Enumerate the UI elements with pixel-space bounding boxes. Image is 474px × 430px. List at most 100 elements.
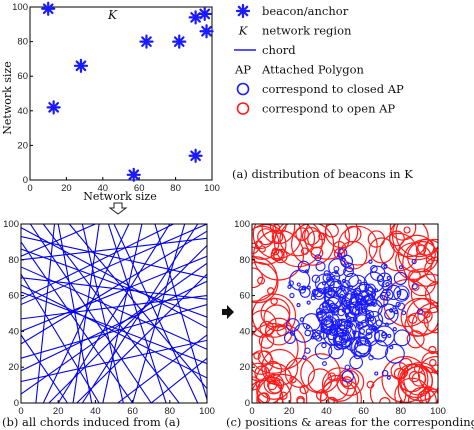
- closed-ap-circle: [331, 275, 336, 281]
- panel-c-ticks: 0 20 40 60 80 100 0 20 40 60 80 100: [234, 219, 446, 417]
- closed-ap-circle: [411, 258, 417, 265]
- open-ap-circle: [299, 384, 309, 395]
- closed-ap-circle: [401, 310, 407, 316]
- open-ap-circle: [295, 227, 309, 241]
- open-ap-circle: [319, 379, 359, 403]
- closed-ap-circle: [316, 329, 321, 335]
- closed-ap-circle: [306, 300, 311, 305]
- x-tick-label: 80: [170, 183, 181, 194]
- open-ap-circle: [339, 369, 360, 390]
- closed-ap-circle: [357, 324, 380, 347]
- open-ap-circle: [257, 276, 266, 285]
- open-ap-circle: [271, 231, 284, 243]
- panel-a-region-label: K: [107, 8, 118, 22]
- closed-ap-circle: [334, 319, 343, 327]
- legend-circle-symbol: [236, 102, 250, 115]
- panel-b-chords: 0 20 40 60 80 100 0 20 40 60 80 100: [3, 219, 215, 417]
- chord-line: [48, 245, 207, 403]
- closed-ap-circle: [351, 336, 372, 358]
- closed-ap-circle: [358, 319, 375, 336]
- closed-ap-circle: [371, 325, 378, 332]
- open-ap-circle: [257, 228, 275, 246]
- closed-ap-circle: [311, 333, 317, 338]
- y-tick-label: 80: [239, 255, 250, 266]
- closed-ap-circle: [341, 370, 354, 383]
- y-tick-label: 40: [17, 106, 28, 117]
- open-ap-circle: [336, 368, 365, 397]
- open-ap-circle: [255, 362, 293, 400]
- closed-ap-circle: [333, 265, 340, 272]
- closed-ap-circle: [354, 283, 376, 306]
- closed-ap-circle: [397, 302, 406, 311]
- open-ap-circle: [428, 345, 437, 355]
- chord-line: [21, 295, 207, 320]
- legend-label: beacon/anchor: [262, 4, 349, 18]
- open-ap-circle: [266, 380, 278, 391]
- closed-ap-circle: [393, 271, 407, 286]
- chord-line: [68, 224, 207, 390]
- closed-ap-circle: [417, 308, 424, 315]
- closed-ap-circle: [323, 289, 340, 306]
- chord-line: [21, 273, 100, 403]
- closed-ap-circle: [387, 333, 392, 338]
- closed-ap-circle: [393, 309, 399, 315]
- open-ap-circle: [310, 246, 324, 260]
- open-ap-circle: [368, 237, 395, 264]
- closed-ap-circle: [373, 325, 395, 347]
- panel-c-ap-circles: [252, 224, 438, 403]
- closed-ap-circle: [376, 294, 389, 308]
- closed-ap-circle: [349, 355, 364, 370]
- open-ap-circle: [270, 297, 278, 305]
- x-tick-label: 0: [27, 183, 32, 194]
- closed-ap-circle: [325, 296, 341, 313]
- x-tick-label: 0: [249, 406, 254, 417]
- open-ap-circle: [403, 226, 411, 234]
- open-ap-circle: [397, 234, 436, 273]
- chord-line: [117, 334, 207, 403]
- closed-ap-circle: [381, 331, 388, 339]
- open-ap-circle: [366, 380, 375, 389]
- open-ap-circle: [408, 268, 436, 297]
- closed-ap-circle: [339, 293, 344, 298]
- open-ap-circle: [252, 256, 278, 302]
- open-ap-circle: [252, 323, 299, 374]
- y-tick-label: 100: [3, 219, 19, 230]
- closed-ap-circle: [376, 274, 384, 283]
- closed-ap-circle: [389, 308, 394, 313]
- open-ap-circle: [253, 352, 261, 360]
- closed-ap-circle: [360, 295, 372, 308]
- beacon-point: [197, 6, 212, 22]
- closed-ap-circle: [369, 317, 375, 322]
- closed-ap-circle: [349, 285, 354, 290]
- closed-ap-circle: [313, 287, 326, 300]
- open-ap-circle: [381, 355, 429, 403]
- beacon-point: [73, 58, 89, 73]
- chord-line: [102, 224, 143, 403]
- panel-c-axes-frame: [251, 223, 439, 404]
- open-ap-circle: [279, 391, 288, 400]
- closed-ap-circle: [411, 283, 418, 290]
- x-tick-label: 20: [61, 183, 72, 194]
- closed-ap-circle: [299, 317, 305, 322]
- closed-ap-circle: [304, 329, 312, 337]
- x-tick-label: 20: [53, 406, 64, 417]
- panel-b-ticks: 0 20 40 60 80 100 0 20 40 60 80 100: [3, 219, 215, 417]
- chord-line: [42, 224, 130, 403]
- y-tick-label: 0: [23, 175, 28, 186]
- panel-b-caption: (b) all chords induced from (a): [2, 415, 180, 429]
- open-ap-circle: [406, 297, 438, 335]
- y-tick-label: 60: [8, 291, 19, 302]
- open-ap-circle: [296, 397, 305, 403]
- y-tick-label: 60: [17, 71, 28, 82]
- panel-a-ylabel: Network size: [1, 61, 14, 134]
- open-ap-circle: [321, 367, 357, 402]
- y-tick-label: 80: [8, 255, 19, 266]
- open-ap-circle: [406, 330, 425, 349]
- legend-text-symbol: K: [238, 24, 249, 38]
- legend-label: chord: [262, 43, 296, 57]
- open-ap-circle: [417, 355, 438, 393]
- panel-a-xlabel: Network size: [83, 190, 156, 203]
- closed-ap-circle: [312, 329, 317, 334]
- closed-ap-circle: [340, 286, 346, 292]
- x-tick-label: 60: [358, 406, 369, 417]
